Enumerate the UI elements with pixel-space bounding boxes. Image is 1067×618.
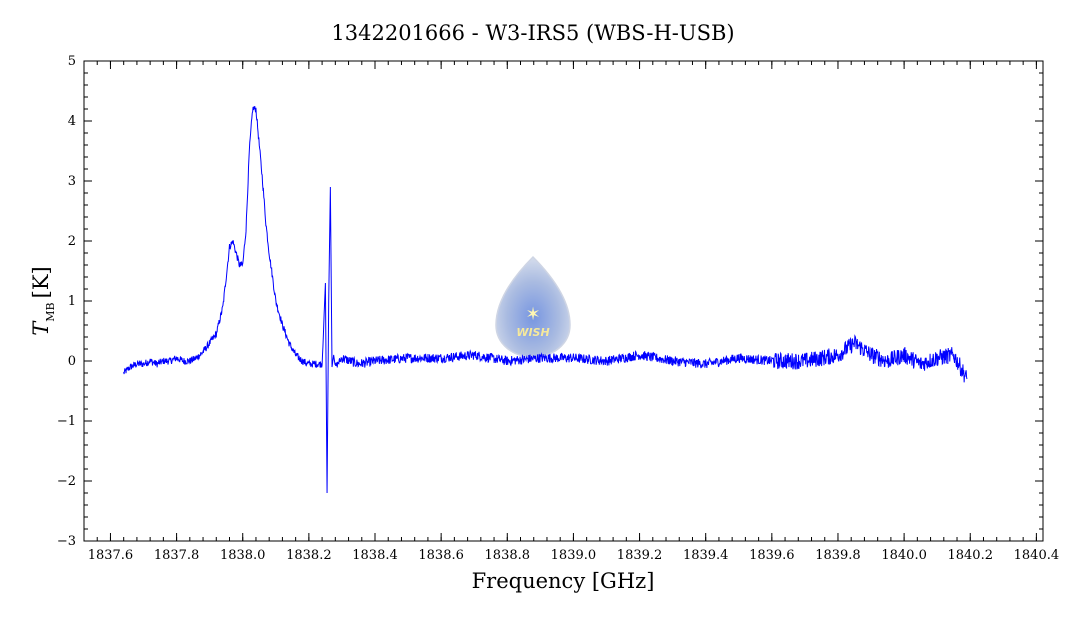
y-tick-label: −1	[57, 414, 76, 429]
x-tick-label: 1839.6	[749, 548, 795, 563]
x-tick-label: 1838.2	[286, 548, 332, 563]
x-tick-label: 1838.4	[352, 548, 398, 563]
x-tick-label: 1838.8	[485, 548, 531, 563]
y-axis-label-main: T	[29, 320, 53, 336]
x-tick-label: 1838.0	[220, 548, 266, 563]
y-axis-label: TMB [K]	[29, 266, 57, 335]
x-tick-label: 1839.4	[683, 548, 729, 563]
y-tick-label: 1	[68, 294, 76, 309]
x-tick-label: 1837.6	[88, 548, 134, 563]
x-tick-label: 1840.4	[1014, 548, 1060, 563]
x-tick-label: 1839.8	[815, 548, 861, 563]
y-tick-label: −3	[57, 534, 76, 549]
x-tick-label: 1838.6	[418, 548, 464, 563]
y-tick-label: 2	[68, 234, 76, 249]
svg-text:TMB[K]: TMB [K]	[29, 266, 57, 335]
x-tick-label: 1840.2	[947, 548, 993, 563]
x-axis-label: Frequency [GHz]	[472, 569, 655, 593]
x-tick-label: 1839.0	[551, 548, 597, 563]
wish-logo-label: WISH	[516, 326, 549, 339]
axis-ticks	[83, 60, 1043, 542]
y-tick-labels: −3 −2 −1 0 1 2 3 4 5	[57, 54, 76, 549]
y-tick-label: 5	[68, 54, 76, 69]
y-axis-label-sub: MB	[44, 302, 57, 321]
x-tick-labels: 1837.6 1837.8 1838.0 1838.2 1838.4 1838.6 1838…	[88, 548, 1059, 563]
wish-logo: ✶ WISH	[495, 255, 571, 358]
x-tick-label: 1839.2	[617, 548, 663, 563]
x-tick-label: 1837.8	[154, 548, 200, 563]
y-tick-label: −2	[57, 474, 76, 489]
y-tick-label: 0	[68, 354, 76, 369]
wish-logo-star-icon: ✶	[525, 304, 540, 324]
x-tick-label: 1840.0	[881, 548, 927, 563]
spectrum-line	[123, 105, 968, 494]
y-axis-label-unit: [K]	[29, 266, 53, 298]
y-tick-label: 3	[68, 174, 76, 189]
y-tick-label: 4	[68, 114, 76, 129]
chart-title: 1342201666 - W3-IRS5 (WBS-H-USB)	[331, 21, 734, 45]
